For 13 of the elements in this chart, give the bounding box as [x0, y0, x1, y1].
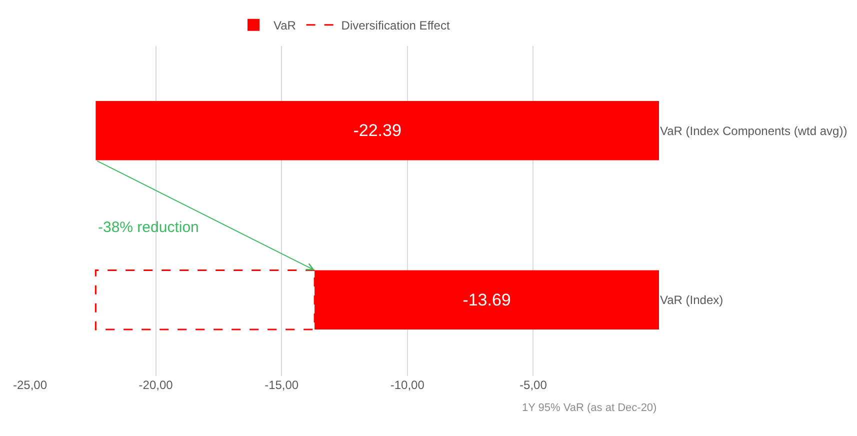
- y-tick-label: VaR (Index Components (wtd avg)): [660, 124, 848, 138]
- legend-label: Diversification Effect: [341, 18, 450, 33]
- x-tick-label: -25,00: [12, 378, 48, 392]
- x-tick-label: -15,00: [264, 378, 299, 392]
- text: 1Y 95% VaR (as at Dec-20): [522, 402, 657, 414]
- x-tick-label: -20,00: [138, 378, 174, 392]
- data-label: -13.69: [462, 290, 511, 310]
- legend-label: VaR: [274, 18, 296, 33]
- annotation: -38% reduction: [98, 219, 199, 236]
- x-tick-label: -10,00: [390, 378, 425, 392]
- y-tick-label: VaR (Index): [660, 293, 724, 308]
- x-tick-label: -5,00: [520, 378, 548, 392]
- data-label: -22.39: [353, 121, 402, 140]
